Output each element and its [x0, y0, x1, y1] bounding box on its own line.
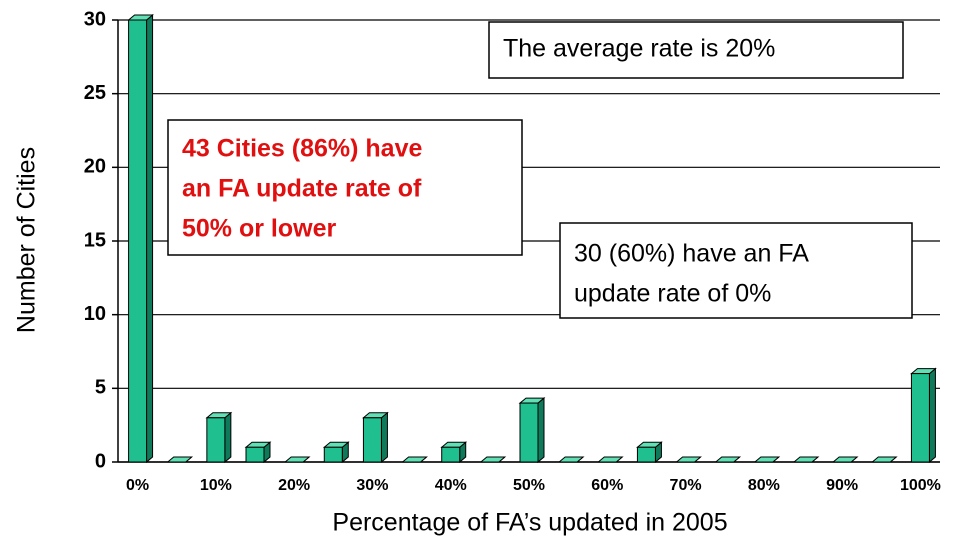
bar-top — [479, 456, 507, 463]
bar-side — [146, 13, 154, 464]
y-tick-label: 0 — [95, 450, 106, 472]
bar-side — [380, 411, 388, 464]
annotation-box — [488, 21, 904, 79]
x-tick-label: 90% — [826, 477, 858, 494]
bar-top — [166, 456, 194, 463]
bar-top — [596, 456, 624, 463]
x-tick-label: 100% — [900, 477, 941, 494]
bar — [910, 373, 930, 463]
x-tick-label: 80% — [748, 477, 780, 494]
bar-top — [557, 456, 585, 463]
bar-top — [753, 456, 781, 463]
x-tick-label: 10% — [200, 477, 232, 494]
bar-top — [401, 456, 428, 463]
annotation-text: 43 Cities (86%) have — [182, 135, 422, 163]
y-tick-label: 30 — [84, 8, 106, 30]
x-tick-label: 70% — [670, 477, 702, 494]
bar-side — [928, 367, 936, 464]
x-tick-label: 40% — [435, 477, 467, 494]
x-tick-label: 20% — [278, 477, 310, 494]
y-tick-label: 10 — [84, 303, 106, 325]
x-tick-label: 50% — [513, 477, 545, 494]
annotation-text: update rate of 0% — [574, 280, 771, 308]
y-tick-label: 5 — [95, 377, 106, 399]
y-tick-label: 15 — [84, 229, 106, 251]
y-tick-label: 20 — [84, 156, 106, 178]
y-axis-title: Number of Cities — [13, 147, 41, 333]
bar — [323, 446, 343, 463]
bar-side — [537, 396, 545, 464]
x-tick-label: 60% — [591, 477, 623, 494]
x-tick-label: 0% — [126, 477, 149, 494]
bar — [128, 19, 148, 463]
bar-top — [675, 456, 702, 463]
annotation-text: an FA update rate of — [182, 175, 422, 203]
bar-top — [714, 456, 742, 463]
bar — [245, 446, 265, 463]
annotation-text: The average rate is 20% — [503, 35, 775, 63]
annotation-box — [559, 222, 913, 319]
bar — [636, 446, 656, 463]
bar — [206, 417, 226, 463]
annotation-box — [167, 119, 523, 256]
bar-top — [870, 456, 898, 463]
annotation-text: 50% or lower — [182, 215, 336, 243]
x-tick-label: 30% — [356, 477, 388, 494]
y-tick-label: 25 — [84, 82, 106, 104]
bar-top — [831, 456, 859, 463]
bar — [441, 446, 461, 463]
bar — [362, 417, 382, 463]
x-axis-title: Percentage of FA’s updated in 2005 — [332, 509, 727, 537]
bar-top — [792, 456, 820, 463]
bar — [519, 402, 539, 463]
bar-top — [283, 456, 311, 463]
annotation-text: 30 (60%) have an FA — [574, 240, 809, 268]
bar-side — [224, 411, 232, 464]
